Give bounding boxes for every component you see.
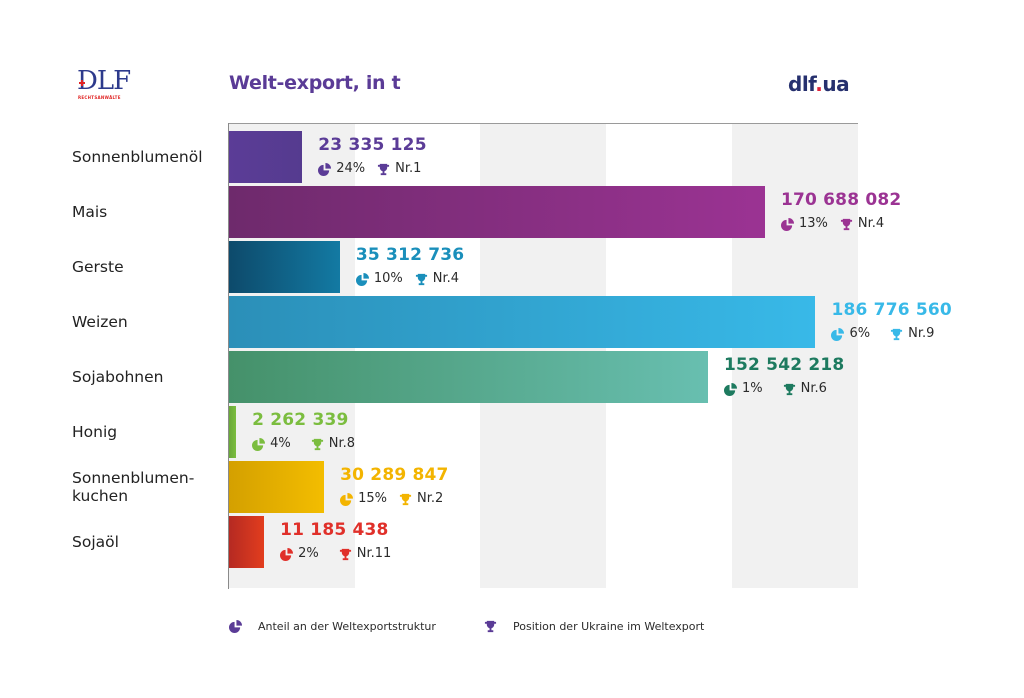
legend-item-share: Anteil an der Weltexportstruktur — [229, 620, 436, 633]
trophy-icon — [399, 493, 412, 505]
pie-chart-icon — [340, 492, 354, 506]
rank-label: Nr.9 — [908, 326, 935, 341]
brand-link[interactable]: dlf.ua — [788, 72, 850, 96]
bar[interactable] — [229, 516, 265, 568]
bar[interactable] — [229, 406, 237, 458]
share-label: 10% — [373, 271, 403, 286]
share-label: 6% — [849, 326, 871, 341]
brand-dot: . — [815, 72, 823, 96]
bar-meta: 24% Nr.1 — [318, 161, 421, 177]
rank-label: Nr.2 — [417, 491, 444, 506]
category-label: Sonnenblumen-kuchen — [72, 469, 194, 505]
value-label: 35 312 736 — [355, 245, 465, 265]
bar[interactable] — [229, 131, 303, 183]
bar[interactable] — [229, 296, 816, 348]
legend-share-label: Anteil an der Weltexportstruktur — [258, 620, 436, 633]
pie-chart-icon — [831, 327, 845, 341]
brand-suffix: ua — [822, 72, 850, 96]
pie-chart-icon — [355, 272, 369, 286]
chart-title: Welt-export, in t — [229, 72, 401, 94]
trophy-icon — [783, 383, 795, 395]
share-label: 13% — [798, 216, 828, 231]
logo-text: DLF — [77, 66, 131, 96]
rank-label: Nr.11 — [356, 546, 392, 561]
bar-meta: 1% Nr.6 — [723, 381, 827, 397]
bar[interactable] — [229, 351, 708, 403]
pie-chart-icon — [780, 217, 794, 231]
share-label: 2% — [298, 546, 319, 561]
bar-meta: 10% Nr.4 — [355, 271, 460, 287]
bar-meta: 4% Nr.8 — [252, 436, 355, 452]
share-label: 4% — [270, 436, 291, 451]
pie-chart-icon — [280, 547, 294, 561]
share-label: 1% — [741, 381, 763, 396]
bar-meta: 6% Nr.9 — [831, 326, 934, 342]
category-label: Gerste — [72, 258, 124, 276]
dlf-logo: DLF RECHTSANWÄLTE — [77, 68, 139, 108]
category-label: Sonnenblumenöl — [72, 148, 203, 166]
value-label: 2 262 339 — [252, 410, 349, 430]
category-label-line: Sojabohnen — [72, 368, 164, 386]
bar[interactable] — [229, 461, 325, 513]
bar-meta: 2% Nr.11 — [280, 546, 391, 562]
category-label: Sojaöl — [72, 533, 119, 551]
share-label: 24% — [336, 161, 366, 176]
trophy-icon — [339, 548, 351, 560]
trophy-icon — [840, 218, 852, 230]
trophy-icon — [415, 273, 427, 285]
bar[interactable] — [229, 241, 340, 293]
category-label-line: Sonnenblumen- — [72, 469, 195, 487]
value-label: 186 776 560 — [831, 300, 952, 320]
category-label: Weizen — [72, 313, 128, 331]
brand-prefix: dlf — [788, 72, 816, 96]
trophy-icon — [891, 328, 903, 340]
bar[interactable] — [229, 186, 765, 238]
category-label-line: Weizen — [72, 313, 128, 331]
value-label: 30 289 847 — [340, 465, 449, 485]
pie-chart-icon — [252, 437, 266, 451]
logo-cross-icon — [79, 80, 85, 86]
trophy-icon — [378, 163, 390, 175]
category-label-line: Sonnenblumenöl — [72, 148, 203, 166]
bar-meta: 13% Nr.4 — [780, 216, 885, 232]
category-label: Sojabohnen — [72, 368, 163, 386]
value-label: 11 185 438 — [280, 520, 389, 540]
logo-subtext: RECHTSANWÄLTE — [78, 95, 121, 100]
trophy-icon — [311, 438, 323, 450]
rank-label: Nr.6 — [800, 381, 827, 396]
category-label: Honig — [72, 423, 117, 441]
legend-rank-label: Position der Ukraine im Weltexport — [513, 620, 705, 633]
category-label-line: Honig — [72, 423, 118, 441]
value-label: 23 335 125 — [318, 135, 427, 155]
bar-meta: 15% Nr.2 — [340, 491, 443, 507]
legend-item-rank: Position der Ukraine im Weltexport — [484, 620, 704, 633]
axis-top-line — [229, 123, 858, 124]
category-label-line: Gerste — [72, 258, 124, 276]
share-label: 15% — [358, 491, 388, 506]
category-label-line: kuchen — [72, 487, 129, 505]
axis-left-line — [228, 123, 229, 589]
rank-label: Nr.1 — [395, 161, 422, 176]
pie-chart-icon — [723, 382, 737, 396]
value-label: 170 688 082 — [780, 190, 902, 210]
category-label: Mais — [72, 203, 107, 221]
trophy-icon — [484, 620, 497, 633]
rank-label: Nr.4 — [432, 271, 460, 286]
category-label-line: Mais — [72, 203, 108, 221]
pie-chart-icon — [318, 162, 332, 176]
rank-label: Nr.4 — [857, 216, 885, 231]
pie-chart-icon — [229, 620, 242, 633]
value-label: 152 542 218 — [723, 355, 845, 375]
category-label-line: Sojaöl — [72, 533, 119, 551]
rank-label: Nr.8 — [328, 436, 355, 451]
